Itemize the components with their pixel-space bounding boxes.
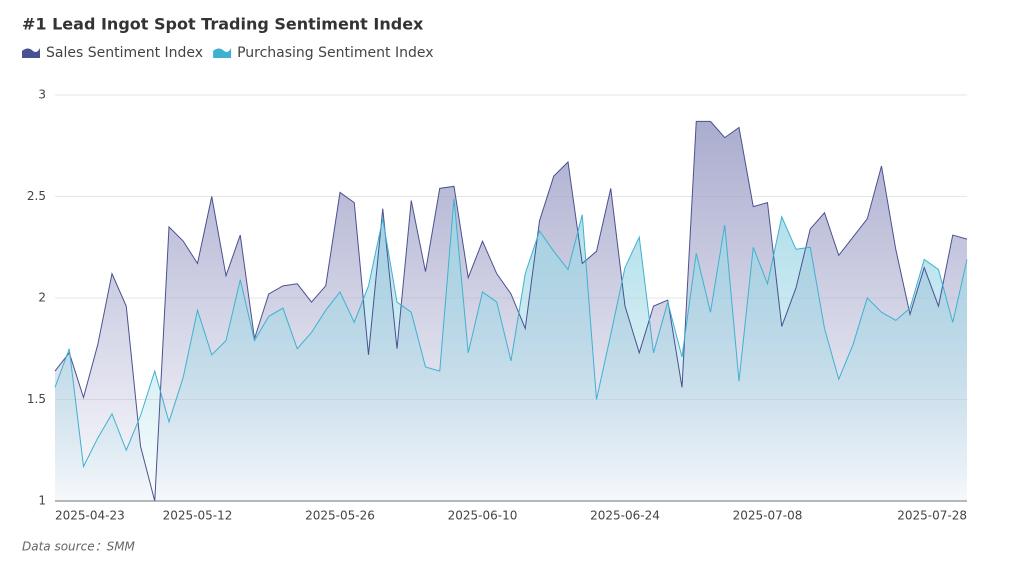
legend-label: Purchasing Sentiment Index: [237, 45, 433, 61]
series-line: [54, 120, 968, 502]
y-tick-label: 2: [38, 291, 46, 305]
chart-title: #1 Lead Ingot Spot Trading Sentiment Ind…: [22, 15, 424, 34]
y-tick-label: 3: [38, 88, 46, 102]
y-tick-label: 1.5: [27, 392, 46, 406]
x-tick-label: 2025-06-24: [590, 509, 660, 523]
area-fill: [55, 198, 967, 501]
x-tick-label: 2025-06-10: [448, 509, 518, 523]
series-line: [54, 198, 968, 469]
legend-icon: [213, 48, 232, 58]
legend-item: Purchasing Sentiment Index: [213, 45, 434, 61]
legend-icon: [22, 48, 40, 58]
legend-label: Sales Sentiment Index: [46, 45, 203, 61]
x-tick-label: 2025-04-23: [55, 509, 125, 523]
y-tick-label: 1: [38, 494, 46, 508]
x-tick-label: 2025-07-28: [897, 509, 967, 523]
legend-item: Sales Sentiment Index: [22, 45, 203, 61]
x-tick-label: 2025-05-26: [305, 509, 375, 523]
x-tick-label: 2025-05-12: [163, 509, 233, 523]
y-tick-label: 2.5: [27, 189, 46, 203]
data-source: Data source：SMM: [22, 540, 136, 554]
x-tick-label: 2025-07-08: [733, 509, 803, 523]
